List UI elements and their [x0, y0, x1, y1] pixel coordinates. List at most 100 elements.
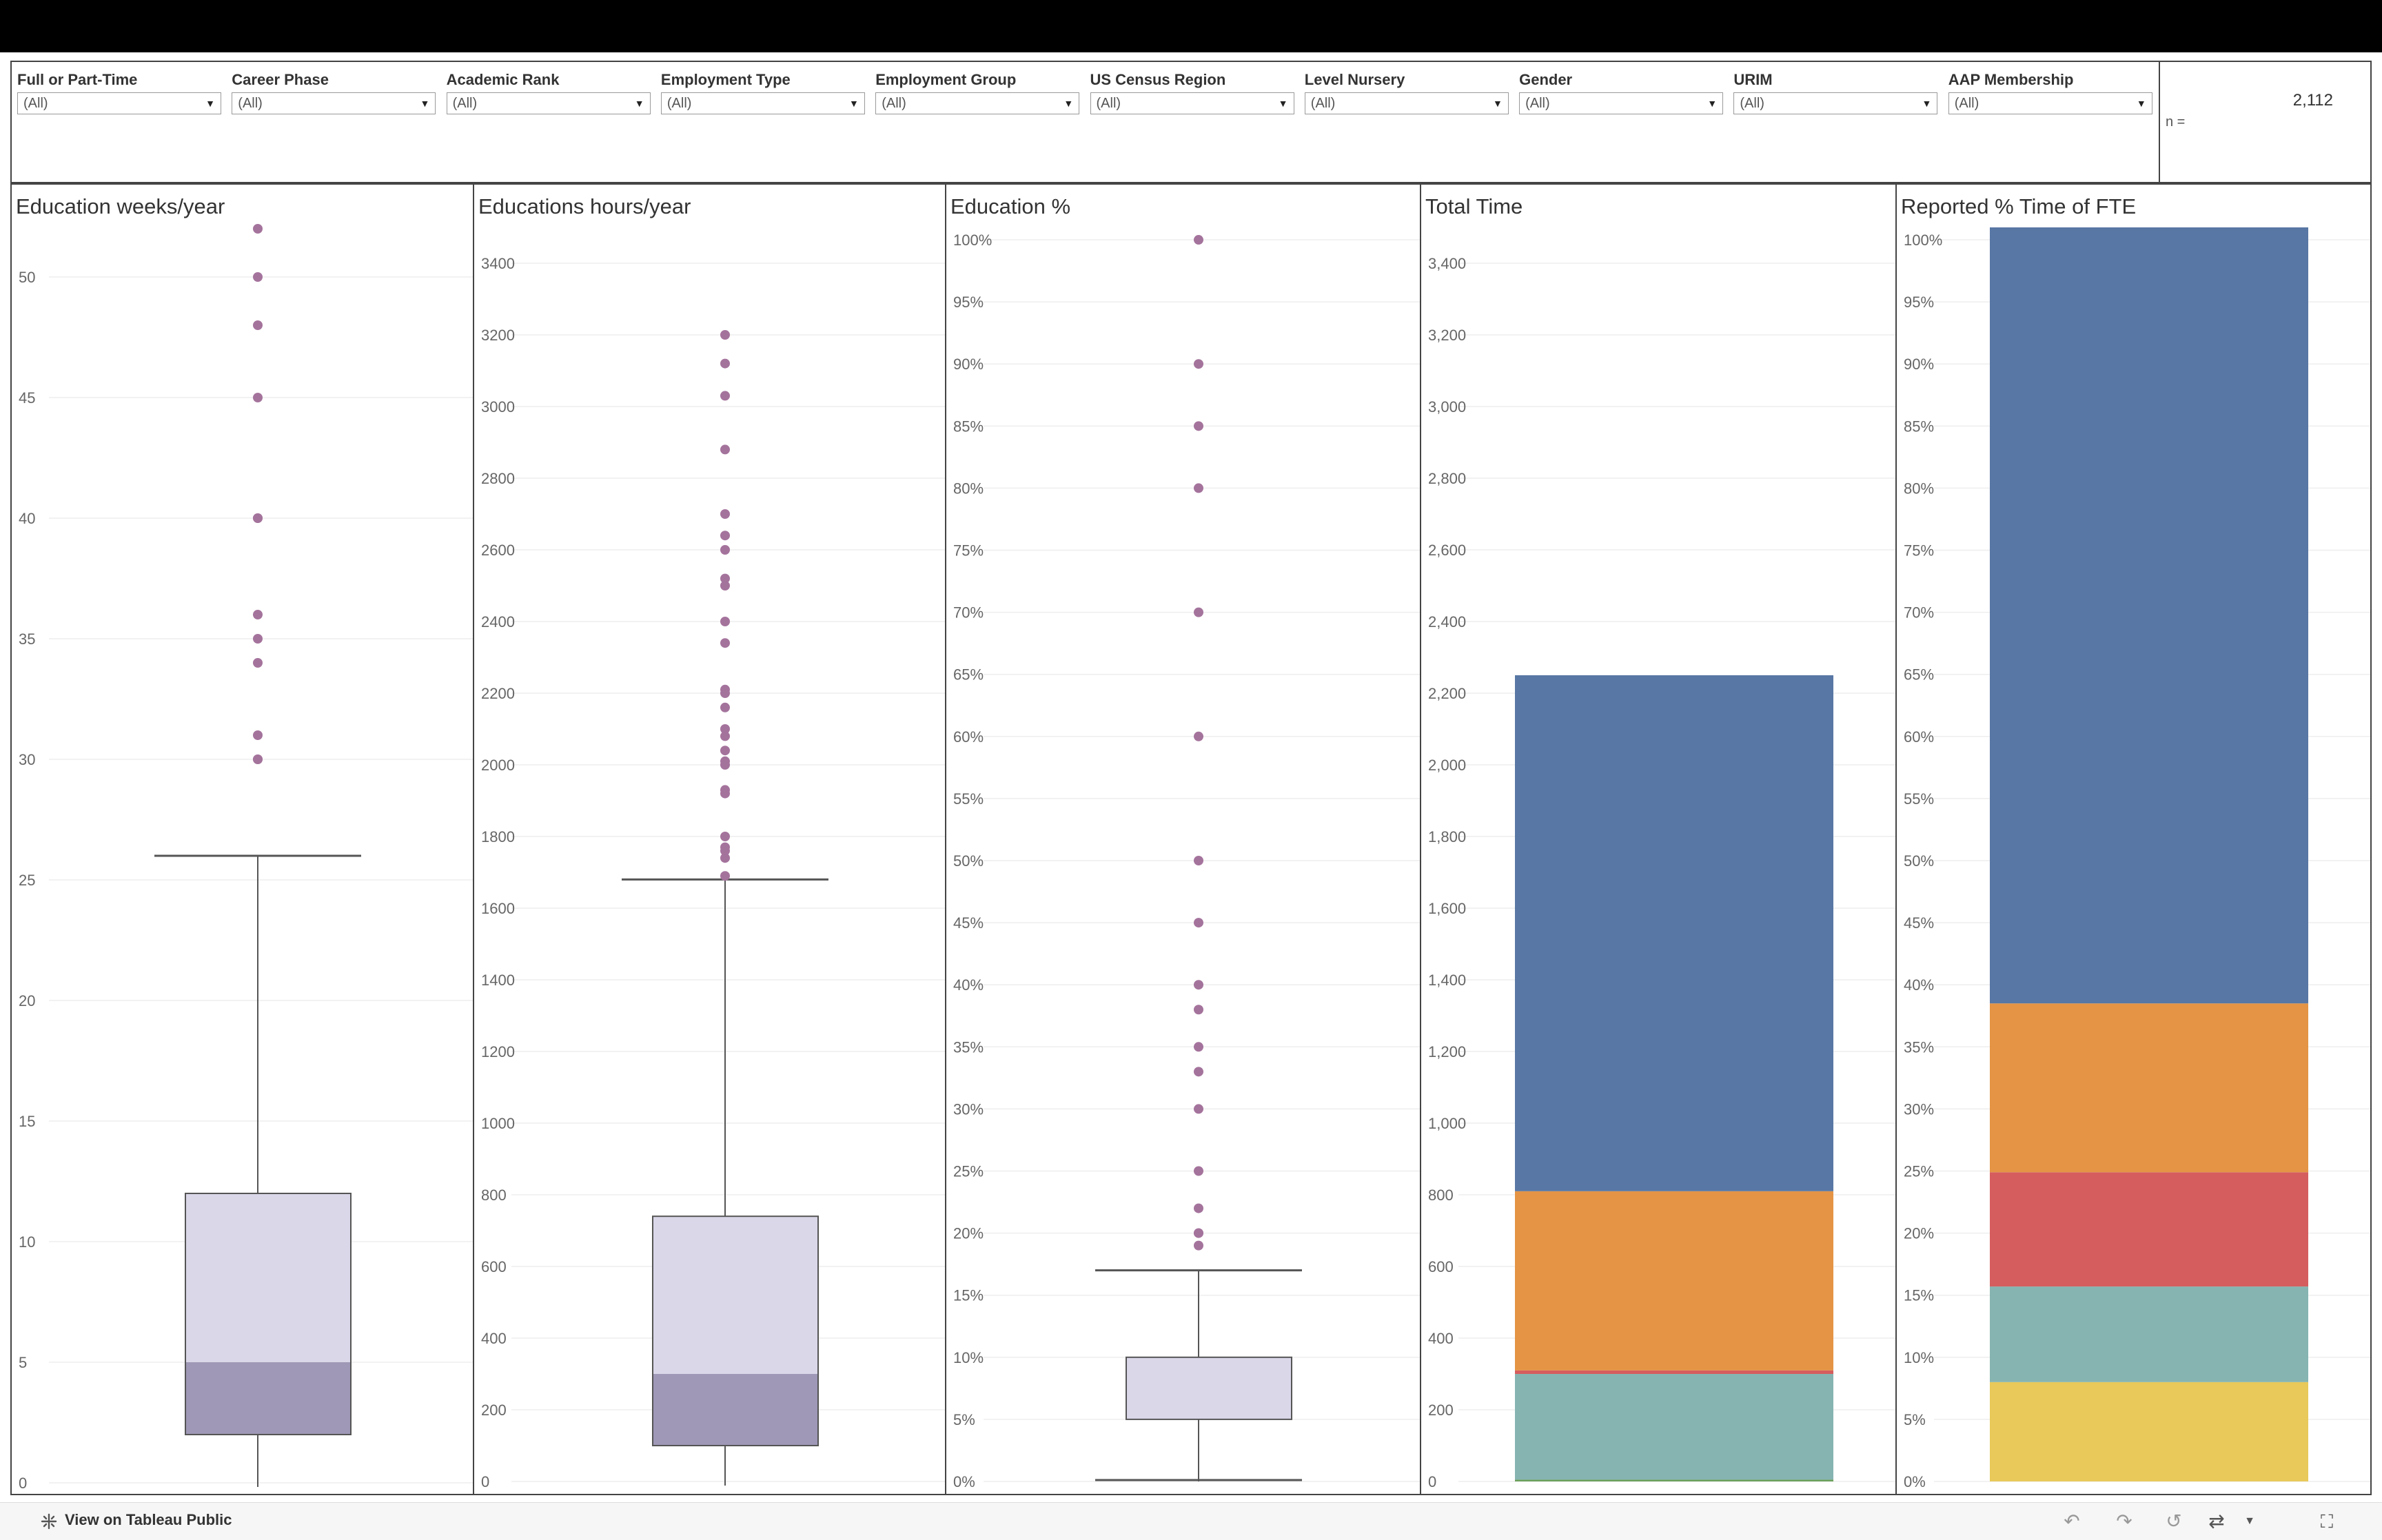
chevron-down-icon[interactable]: ▼: [634, 98, 644, 109]
chart-title: Education weeks/year: [16, 194, 225, 218]
outlier-point: [1194, 483, 1203, 493]
outlier-point: [720, 871, 730, 881]
filter-dropdown[interactable]: (All) ▼: [1733, 92, 1938, 114]
count-box: n = 2,112: [2159, 61, 2372, 183]
y-tick-label: 1,400: [1428, 972, 1466, 989]
filter-9: AAP Membership (All) ▼: [1948, 70, 2154, 114]
filter-7: Gender (All) ▼: [1519, 70, 1724, 114]
y-tick-label: 15%: [953, 1287, 984, 1304]
filter-dropdown[interactable]: (All) ▼: [232, 92, 436, 114]
filter-dropdown[interactable]: (All) ▼: [17, 92, 221, 114]
y-tick-label: 75%: [953, 542, 984, 559]
view-on-tableau-link[interactable]: View on Tableau Public: [65, 1511, 232, 1528]
outlier-point: [720, 617, 730, 626]
outlier-point: [1194, 235, 1203, 245]
chevron-down-icon[interactable]: ▼: [205, 98, 215, 109]
bar-segment-green: [1515, 1479, 1833, 1481]
tableau-logo-icon[interactable]: [40, 1512, 58, 1530]
outlier-point: [1194, 1067, 1203, 1077]
y-tick-label: 50%: [1904, 852, 1934, 870]
y-tick-label: 200: [481, 1402, 507, 1419]
filter-2: Academic Rank (All) ▼: [446, 70, 652, 114]
chevron-down-icon[interactable]: ▼: [420, 98, 430, 109]
box-lower: [653, 1374, 818, 1446]
chart-panel-0: Education weeks/year 0 5 10 15 20 25 30 35 40 45 50: [10, 183, 474, 1495]
outlier-point: [720, 638, 730, 648]
filter-6: Level Nursery (All) ▼: [1304, 70, 1510, 114]
filter-dropdown[interactable]: (All) ▼: [1304, 92, 1509, 114]
undo-icon[interactable]: ↶: [2064, 1510, 2080, 1532]
chevron-down-icon[interactable]: ▼: [849, 98, 859, 109]
filter-dropdown[interactable]: (All) ▼: [660, 92, 865, 114]
y-tick-label: 15: [19, 1113, 35, 1130]
filter-value: (All): [1954, 96, 1979, 111]
y-tick-label: 95%: [1904, 294, 1934, 311]
y-tick-label: 45: [19, 389, 35, 407]
filter-1: Career Phase (All) ▼: [232, 70, 437, 114]
revert-icon[interactable]: ↺: [2166, 1510, 2182, 1532]
y-tick-label: 1600: [481, 900, 515, 917]
filter-dropdown[interactable]: (All) ▼: [1948, 92, 2152, 114]
outlier-point: [720, 573, 730, 584]
filter-dropdown[interactable]: (All) ▼: [875, 92, 1080, 114]
y-tick-label: 600: [1428, 1258, 1454, 1275]
fullscreen-icon[interactable]: ⛶: [2320, 1511, 2334, 1532]
outlier-point: [720, 746, 730, 756]
y-tick-label: 5%: [953, 1411, 975, 1428]
outlier-point: [720, 785, 730, 795]
y-tick-label: 30%: [953, 1100, 984, 1118]
chart-title: Total Time: [1425, 194, 1523, 218]
outlier-point: [720, 444, 730, 455]
y-tick-label: 65%: [1904, 666, 1934, 684]
filter-label: Career Phase: [232, 71, 329, 88]
y-tick-label: 1,000: [1428, 1115, 1466, 1132]
filter-label: AAP Membership: [1948, 71, 2074, 88]
chevron-down-icon[interactable]: ▼: [1063, 98, 1074, 109]
y-tick-label: 2600: [481, 542, 515, 559]
box-outline: [185, 1193, 352, 1435]
y-tick-label: 0: [481, 1473, 489, 1490]
filter-dropdown[interactable]: (All) ▼: [1090, 92, 1294, 114]
y-tick-label: 400: [1428, 1330, 1454, 1347]
redo-icon[interactable]: ↷: [2116, 1510, 2132, 1532]
y-tick-label: 2,400: [1428, 613, 1466, 630]
outlier-point: [1194, 1104, 1203, 1114]
chevron-down-icon[interactable]: ▼: [2136, 98, 2146, 109]
outlier-point: [1194, 980, 1203, 990]
outlier-point: [720, 509, 730, 519]
y-tick-label: 65%: [953, 666, 984, 684]
bar-segment-orange: [1990, 1003, 2308, 1173]
y-tick-label: 100%: [1904, 232, 1942, 249]
bar-segment-blue: [1990, 227, 2308, 1004]
chevron-down-icon[interactable]: ▼: [2244, 1515, 2255, 1527]
y-tick-label: 3,400: [1428, 255, 1466, 272]
filter-4: Employment Group (All) ▼: [875, 70, 1081, 114]
chart-svg: 0% 5% 10% 15% 20% 25% 30% 35% 40% 45% 50% 55% 60% 65%…: [953, 232, 1420, 1490]
chevron-down-icon[interactable]: ▼: [1278, 98, 1288, 109]
outlier-point: [720, 702, 730, 712]
chevron-down-icon[interactable]: ▼: [1922, 98, 1932, 109]
y-tick-label: 0: [19, 1475, 27, 1492]
outlier-point: [720, 756, 730, 766]
outlier-point: [1194, 1005, 1203, 1015]
refresh-icon[interactable]: ⇄: [2208, 1510, 2225, 1532]
outlier-point: [720, 853, 730, 863]
chevron-down-icon[interactable]: ▼: [1492, 98, 1503, 109]
filter-value: (All): [23, 96, 48, 111]
outlier-point: [253, 513, 263, 523]
chevron-down-icon[interactable]: ▼: [1707, 98, 1718, 109]
y-tick-label: 40%: [953, 976, 984, 994]
y-tick-label: 10%: [1904, 1349, 1934, 1366]
top-bar: [0, 0, 2382, 52]
filter-dropdown[interactable]: (All) ▼: [1519, 92, 1724, 114]
filter-label: Academic Rank: [446, 71, 560, 88]
chart-panel-3: Total Time 0 200 400 600 800 1,000 1,200 1,400 1,…: [1420, 183, 1897, 1495]
y-tick-label: 100%: [953, 232, 992, 249]
outlier-point: [253, 754, 263, 764]
y-tick-label: 50%: [953, 852, 984, 870]
box-lower: [185, 1362, 351, 1435]
filter-dropdown[interactable]: (All) ▼: [446, 92, 651, 114]
filter-value: (All): [1310, 96, 1336, 111]
y-tick-label: 2800: [481, 470, 515, 487]
y-tick-label: 600: [481, 1258, 507, 1275]
